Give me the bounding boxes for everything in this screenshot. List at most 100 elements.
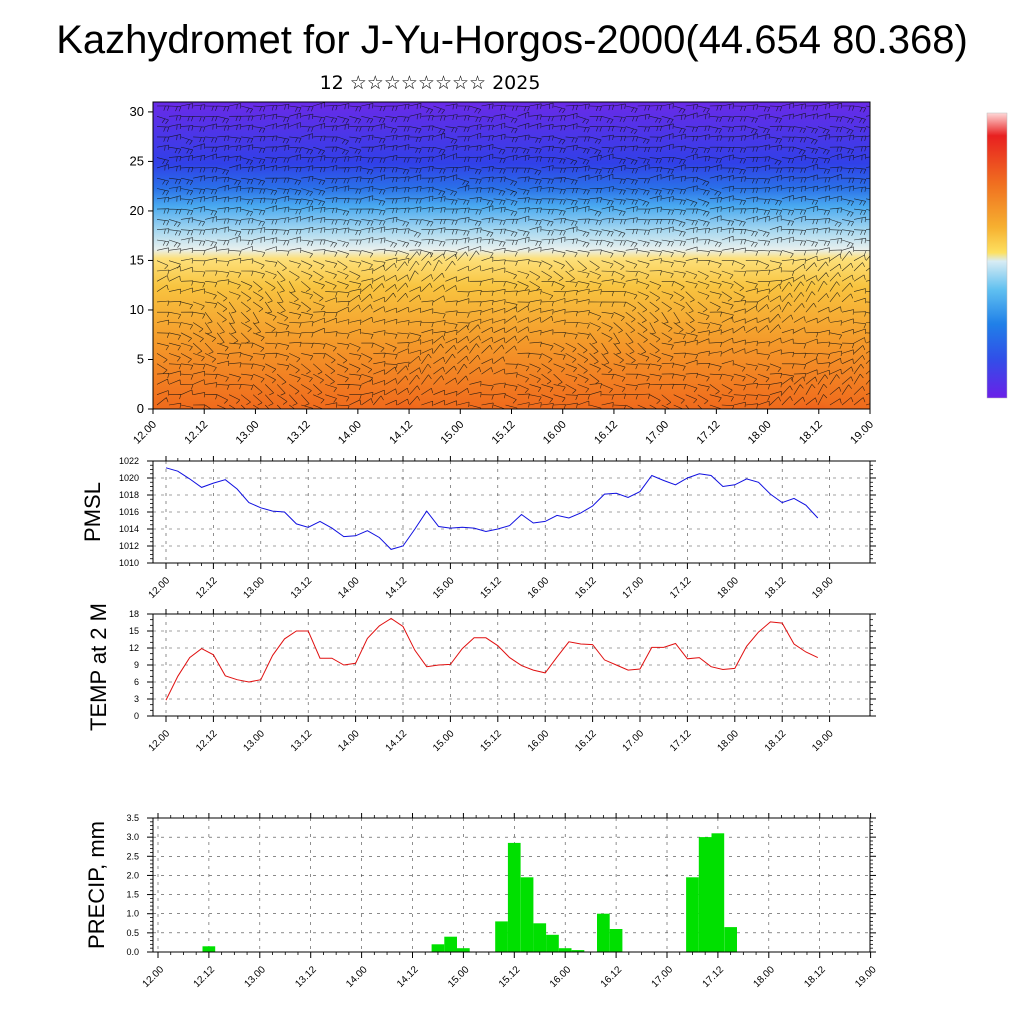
pmsl-y-tick-label: 1014 [119, 524, 139, 534]
cs-x-tick-label: 18.12 [797, 419, 825, 447]
temp-grid [153, 614, 870, 716]
cs-x-tick-label: 14.12 [387, 419, 415, 447]
precip-bar [444, 936, 457, 952]
pmsl-y-tick-label: 1018 [119, 490, 139, 500]
wind-barb-field [156, 102, 870, 409]
precip-y-tick-label: 3.0 [126, 832, 139, 842]
pmsl-x-tick-label: 15.12 [478, 575, 504, 601]
precip-bar [431, 944, 445, 952]
precip-x-tick-label: 17.00 [650, 964, 676, 990]
pmsl-panel: 1010 1012 1014 1016 1018 1020 1022 12.00 12.12 13… [0, 456, 876, 601]
cs-x-tick-label: 16.12 [592, 419, 620, 447]
cs-x-tick-label: 13.12 [285, 419, 313, 447]
wind-barbs [156, 102, 870, 409]
warm-core [776, 361, 848, 409]
temp-y-tick-label: 6 [134, 677, 139, 687]
precip-x-tick-label: 17.12 [701, 964, 727, 990]
precip-x-tick-label: 13.00 [242, 964, 268, 990]
page-subtitle: 12 ☆☆☆☆☆☆☆☆ 2025 [319, 72, 541, 94]
precip-bar [571, 950, 585, 952]
temp-x-tick-label: 13.12 [289, 728, 315, 754]
temp-x-tick-label: 15.12 [478, 728, 504, 754]
pmsl-x-tick-label: 14.00 [336, 575, 362, 601]
temp-axes: 0 3 6 9 12 15 18 12.00 12.12 13.00 13.12 14.00 14.12… [0, 609, 876, 754]
temp-panel: 0 3 6 9 12 15 18 12.00 12.12 13.00 13.12 14.00 14.12… [0, 603, 876, 754]
pmsl-y-tick-label: 1012 [119, 541, 139, 551]
precip-x-tick-label: 12.12 [192, 964, 218, 990]
cs-y-tick-label: 30 [130, 104, 144, 119]
cs-x-tick-label: 16.00 [541, 419, 569, 447]
cross-section-x-axis: 12.00 12.12 13.00 13.12 14.00 14.12 15.00 15.12… [131, 409, 876, 447]
precip-y-tick-label: 0.5 [126, 928, 139, 938]
temp-x-tick-label: 14.00 [336, 728, 362, 754]
temp-x-tick-label: 14.12 [384, 728, 410, 754]
pmsl-axes: 1010 1012 1014 1016 1018 1020 1022 12.00 12.12 13… [0, 456, 876, 601]
pmsl-x-tick-label: 13.12 [289, 575, 315, 601]
precip-x-tick-label: 18.00 [751, 964, 777, 990]
precip-bar [202, 946, 216, 952]
precip-x-tick-label: 14.00 [344, 964, 370, 990]
pmsl-series-line [165, 467, 819, 550]
precip-bar [558, 948, 572, 952]
page-title: Kazhydromet for J-Yu-Horgos-2000(44.654 … [56, 18, 968, 62]
pmsl-grid [153, 461, 870, 563]
cs-x-tick-label: 12.00 [131, 419, 159, 447]
cs-y-tick-label: 25 [130, 153, 144, 168]
cs-y-tick-label: 20 [130, 203, 144, 218]
pmsl-y-tick-label: 1020 [119, 473, 139, 483]
warm-core [589, 379, 641, 409]
temp-y-tick-label: 9 [134, 660, 139, 670]
temp-x-tick-label: 12.12 [194, 728, 220, 754]
precip-x-tick-label: 19.00 [853, 964, 879, 990]
colorbar [986, 112, 1008, 399]
precip-x-tick-label: 13.12 [293, 964, 319, 990]
pmsl-x-tick-label: 15.00 [431, 575, 457, 601]
pmsl-x-tick-label: 18.12 [763, 575, 789, 601]
cs-y-tick-label: 0 [137, 401, 144, 416]
temp-x-tick-label: 18.00 [715, 728, 741, 754]
precip-grid [153, 818, 870, 952]
pmsl-y-tick-label: 1010 [119, 558, 139, 568]
precip-bar [495, 921, 508, 952]
precip-x-tick-label: 16.12 [599, 964, 625, 990]
cs-x-tick-label: 15.12 [490, 419, 518, 447]
temp-x-tick-label: 15.00 [431, 728, 457, 754]
temp-x-tick-label: 18.12 [763, 728, 789, 754]
precip-y-tick-label: 1.0 [126, 909, 139, 919]
precip-y-tick-label: 3.5 [126, 813, 139, 823]
temp-series-line [165, 617, 819, 701]
precip-bar [609, 929, 623, 952]
pmsl-y-tick-label: 1016 [119, 507, 139, 517]
cross-section-y-axis: 0 5 10 15 20 25 30 [130, 104, 153, 416]
precip-x-tick-label: 16.00 [548, 964, 574, 990]
cs-y-tick-label: 10 [130, 302, 144, 317]
cs-x-tick-label: 13.00 [234, 419, 262, 447]
precip-x-tick-label: 15.12 [497, 964, 523, 990]
cs-x-tick-label: 19.00 [848, 419, 876, 447]
precip-bar [724, 927, 737, 952]
precip-bar [597, 913, 610, 952]
precip-y-tick-label: 2.5 [126, 851, 139, 861]
precip-y-tick-label: 1.5 [126, 890, 139, 900]
precip-bar [546, 934, 559, 952]
cross-section-field [153, 102, 870, 409]
precip-bar [698, 837, 712, 952]
pmsl-x-tick-label: 16.00 [526, 575, 552, 601]
precip-y-tick-label: 0.0 [126, 947, 139, 957]
pmsl-x-tick-label: 18.00 [715, 575, 741, 601]
precip-ylabel: PRECIP, mm [84, 821, 109, 949]
precip-axes: 0.0 0.5 1.0 1.5 2.0 2.5 3.0 3.5 12.00 12.12 13.00 1… [126, 813, 879, 990]
precip-bar [520, 877, 534, 952]
precip-bars [202, 833, 737, 952]
temp-y-tick-label: 18 [129, 609, 139, 619]
temp-y-tick-label: 12 [129, 643, 139, 653]
cs-y-tick-label: 5 [137, 351, 144, 366]
pmsl-y-tick-label: 1022 [119, 456, 139, 466]
pmsl-x-tick-label: 12.00 [147, 575, 173, 601]
temp-x-tick-label: 16.00 [526, 728, 552, 754]
precip-x-tick-label: 15.00 [446, 964, 472, 990]
pmsl-x-tick-label: 14.12 [384, 575, 410, 601]
temp-y-tick-label: 3 [134, 694, 139, 704]
cs-x-tick-label: 14.00 [336, 419, 364, 447]
